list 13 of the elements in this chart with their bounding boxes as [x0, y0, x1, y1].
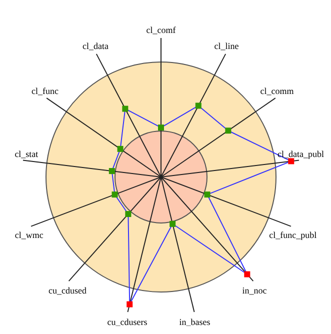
spoke-label: cl_comm	[260, 86, 294, 96]
spoke-label: cl_func_publ	[269, 230, 318, 240]
spoke-label: cl_comf	[146, 25, 176, 35]
spoke-label: cl_wmc	[14, 230, 44, 240]
spoke-label: in_noc	[242, 286, 267, 296]
spoke-label: in_bases	[179, 316, 211, 327]
spoke-label: cu_cdusers	[107, 316, 148, 327]
spoke-label: cu_cdused	[48, 286, 87, 296]
spoke-label: cl_stat	[14, 149, 39, 160]
spoke-label: cl_line	[214, 41, 239, 52]
spoke-label: cl_func	[31, 86, 58, 96]
spoke-label: cl_data	[82, 41, 108, 52]
spoke-label: cl_data_publ	[278, 149, 325, 160]
